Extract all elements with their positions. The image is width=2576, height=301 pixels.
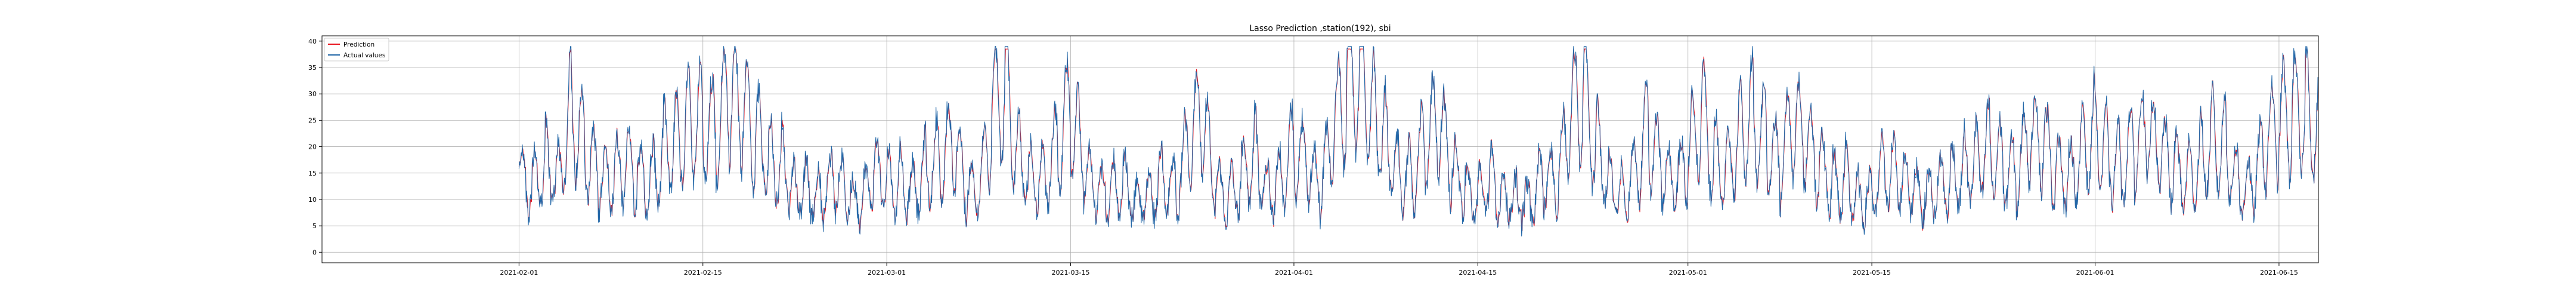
y-tick-label: 20 [308,143,317,151]
y-tick-label: 10 [308,196,317,204]
y-tick-label: 0 [312,248,317,256]
chart-title: Lasso Prediction ,station(192), sbi [1249,24,1391,33]
y-tick-label: 15 [308,170,317,177]
x-tick-label: 2021-05-15 [1853,269,1891,277]
y-tick-label: 25 [308,116,317,124]
series-line-actual [518,46,2319,236]
plot-frame [321,35,2319,263]
x-tick-label: 2021-02-01 [500,269,538,277]
legend-box [324,38,389,62]
x-tick-label: 2021-06-15 [2260,269,2298,277]
x-tick-label: 2021-03-15 [1052,269,1090,277]
x-axis: 2021-02-01 2021-02-15 2021-03-01 2021-03-15… [500,263,2298,277]
x-tick-label: 2021-02-15 [684,269,722,277]
legend: Prediction Actual values [324,38,389,62]
y-tick-label: 5 [312,222,317,230]
legend-label-actual: Actual values [343,52,385,59]
y-axis: 0 5 10 15 20 25 30 35 40 [308,38,322,256]
x-tick-label: 2021-05-01 [1669,269,1707,277]
y-tick-label: 30 [308,90,317,98]
y-tick-label: 40 [308,38,317,45]
y-tick-label: 35 [308,64,317,72]
x-tick-label: 2021-04-15 [1459,269,1497,277]
series-group [518,46,2319,236]
legend-label-prediction: Prediction [343,41,374,48]
x-tick-label: 2021-03-01 [868,269,906,277]
x-tick-label: 2021-04-01 [1275,269,1313,277]
x-tick-label: 2021-06-01 [2076,269,2114,277]
